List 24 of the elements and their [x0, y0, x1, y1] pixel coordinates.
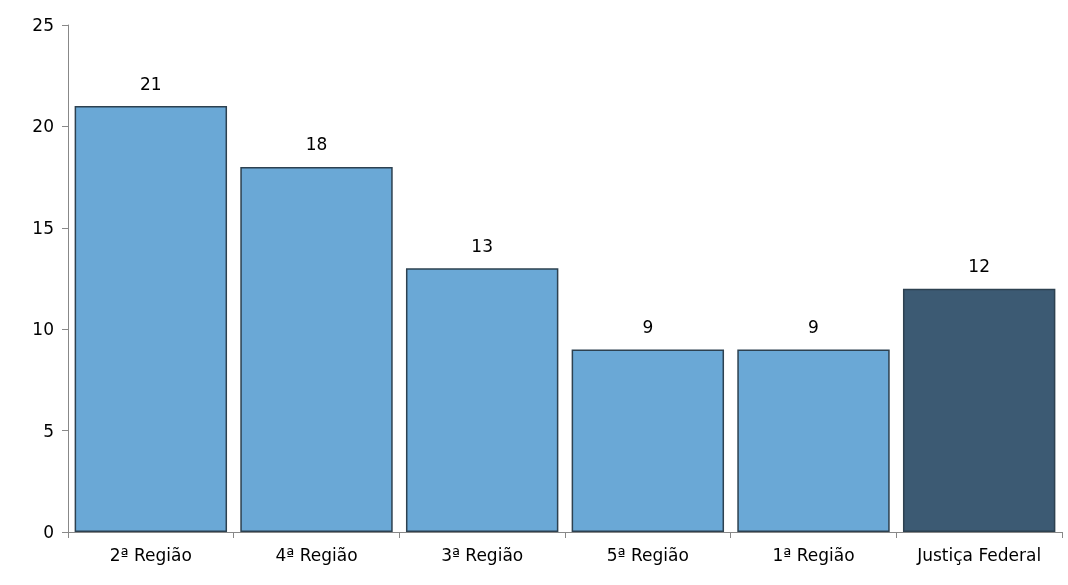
- data-label: 12: [968, 256, 990, 277]
- x-tick-label: 3ª Região: [441, 544, 524, 565]
- bar: [240, 166, 393, 532]
- x-tick-label: 1ª Região: [772, 544, 855, 565]
- data-label: 18: [305, 134, 328, 155]
- bar: [571, 349, 725, 532]
- y-tick-label: 5: [43, 420, 54, 441]
- y-tick-label: 0: [43, 522, 54, 542]
- x-tick-label: 4ª Região: [275, 544, 358, 565]
- y-tick-label: 15: [32, 217, 54, 238]
- bar: [737, 349, 890, 532]
- y-tick-label: 25: [32, 15, 54, 35]
- y-tick-label: 20: [32, 116, 54, 137]
- bar: [902, 288, 1056, 532]
- x-tick-label: 5ª Região: [606, 544, 689, 565]
- bar: [74, 106, 228, 532]
- data-label: 21: [140, 73, 162, 94]
- bar: [405, 268, 559, 532]
- data-label: 9: [808, 316, 819, 337]
- data-label: 9: [642, 316, 654, 337]
- y-tick-label: 10: [32, 319, 54, 340]
- x-tick-label: 2ª Região: [109, 544, 192, 565]
- x-tick-label: Justiça Federal: [916, 544, 1042, 565]
- data-label: 13: [471, 235, 493, 256]
